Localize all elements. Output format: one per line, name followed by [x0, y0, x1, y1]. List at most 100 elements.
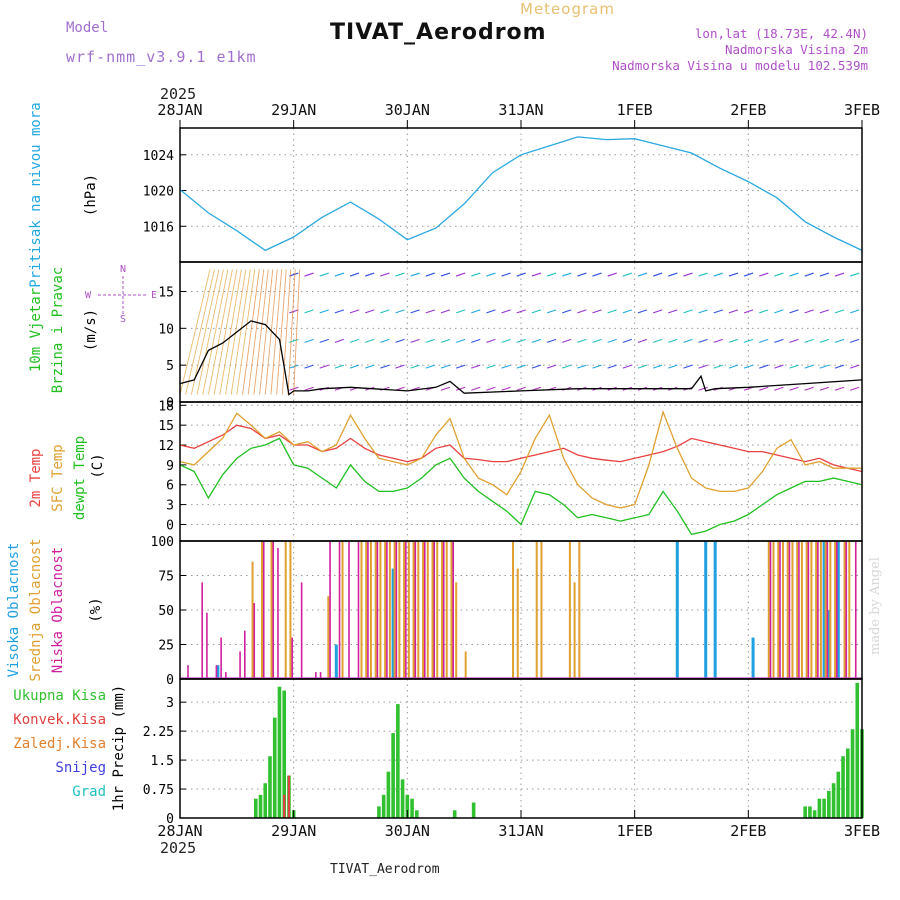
cloud-bar-1 — [327, 596, 330, 679]
cloud-bar-2 — [319, 672, 322, 679]
wind-vector — [334, 309, 345, 314]
wind-vector — [425, 338, 435, 343]
temp-ylabel-2m: 2m Temp — [28, 448, 44, 507]
wind-vector — [440, 272, 451, 277]
cloud-bar-2 — [807, 541, 810, 679]
wind-vector-strong — [259, 269, 274, 395]
cloud-bar-0 — [675, 541, 679, 679]
wind-vector-strong — [264, 269, 278, 395]
cloud-bar-1 — [440, 541, 443, 679]
wind-vector — [743, 364, 754, 369]
wind-vector — [789, 386, 799, 391]
wind-vector — [349, 364, 360, 369]
wind-vector — [789, 272, 799, 277]
cloud-bar-1 — [341, 541, 344, 679]
x-tick-label-bottom: 31JAN — [498, 822, 543, 840]
wind-vector — [365, 338, 375, 343]
meteogram-label: Meteogram — [520, 0, 615, 18]
cloud-bar-1 — [422, 541, 425, 679]
wind-ytick-label: 15 — [158, 285, 174, 300]
cloud-bar-1 — [261, 541, 264, 679]
wind-vector — [304, 386, 314, 391]
cloud-bar-2 — [442, 541, 445, 679]
wind-vector — [501, 309, 511, 314]
temp-unit-label: (C) — [90, 453, 106, 478]
wind-vector — [804, 386, 814, 391]
wind-vector — [349, 309, 360, 314]
precip-legend-item: Grad — [72, 784, 106, 800]
wind-vector — [440, 386, 451, 391]
temperature-ytick-label: 6 — [166, 479, 174, 494]
model-name: wrf-nmm_v3.9.1 e1km — [66, 48, 257, 66]
x-tick-label-bottom: 28JAN — [157, 822, 202, 840]
cloud-bar-1 — [374, 541, 377, 679]
wind-vector — [819, 309, 830, 314]
wind-vector — [728, 338, 739, 343]
cloud-unit-label: (%) — [88, 597, 104, 622]
precip-bar-1 — [287, 775, 291, 818]
wind-vector — [743, 309, 754, 314]
bottom-station-name: TIVAT_Aerodrom — [330, 862, 440, 877]
cloud-bar-1 — [767, 541, 770, 679]
cloud-bar-1 — [369, 541, 372, 679]
wind-vector — [819, 338, 830, 343]
wind-vector — [743, 272, 754, 277]
wind-vector — [531, 386, 542, 391]
wind-vector — [516, 272, 526, 277]
wind-ylabel-1: 10m Vjetar — [28, 288, 44, 372]
wind-vector — [698, 386, 708, 391]
cloud-bar-1 — [829, 541, 832, 679]
wind-vector — [471, 338, 481, 343]
cloud-bar-1 — [824, 541, 827, 679]
wind-vector — [501, 338, 511, 343]
cloud-bar-1 — [417, 541, 420, 679]
wind-ytick-label: 0 — [166, 396, 174, 411]
cloud-bar-1 — [289, 541, 292, 679]
wind-vector — [728, 272, 739, 277]
wind-vector-strong — [219, 269, 242, 395]
cloud-bar-2 — [300, 582, 303, 679]
wind-vector-strong — [253, 269, 269, 395]
precip-bar-0 — [391, 733, 395, 818]
precip-bar-0 — [415, 810, 419, 818]
cloud-bar-2 — [277, 547, 279, 679]
wind-vector — [425, 364, 435, 369]
x-tick-label-top: 31JAN — [498, 101, 543, 119]
precip-bar-0 — [258, 794, 263, 818]
cloud-bar-2 — [405, 541, 407, 679]
wind-vector — [728, 309, 739, 314]
wind-vector — [562, 309, 572, 314]
wind-vector-strong — [293, 269, 301, 395]
x-tick-label-top: 28JAN — [157, 101, 202, 119]
wind-vector — [683, 364, 693, 369]
wind-vector — [759, 309, 769, 314]
precip-bar-0 — [381, 794, 386, 818]
wind-vector — [577, 364, 587, 369]
wind-vector — [637, 364, 648, 369]
cloud-bar-2 — [376, 541, 379, 679]
compass-north: N — [120, 264, 126, 275]
temp-series-line-1 — [179, 409, 862, 509]
pressure-ytick-label: 1016 — [143, 220, 174, 235]
wind-vector — [819, 386, 830, 391]
wind-vector — [410, 272, 420, 277]
cloud-bar-0 — [751, 637, 755, 679]
wind-vector — [380, 364, 390, 369]
precip-bar-0 — [850, 729, 855, 818]
wind-vector — [289, 272, 299, 277]
temperature-ytick-label: 3 — [166, 499, 174, 514]
wind-vector — [774, 309, 784, 314]
wind-vector-strong — [287, 269, 296, 395]
cloud-bar-2 — [329, 541, 331, 679]
wind-vector — [789, 338, 799, 343]
wind-vector — [713, 364, 723, 369]
precip-bar-0 — [386, 771, 391, 818]
wind-vector — [471, 386, 481, 391]
x-tick-label-bottom: 1FEB — [617, 822, 653, 840]
cloud-bar-2 — [262, 541, 265, 679]
temp-ylabel-sfc: SFC Temp — [50, 444, 66, 511]
precip-bar-0 — [452, 810, 457, 818]
wind-vector — [728, 364, 739, 369]
wind-vector — [410, 364, 420, 369]
wind-vector — [804, 364, 814, 369]
